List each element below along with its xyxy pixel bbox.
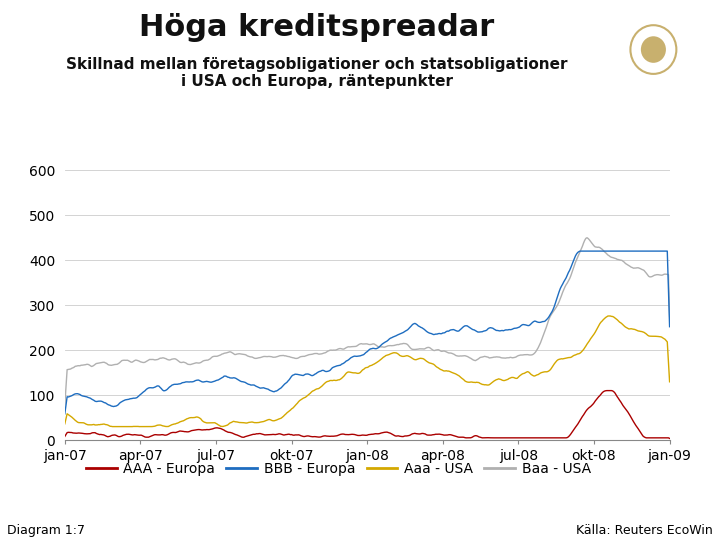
Text: SVERIGES: SVERIGES bbox=[632, 86, 675, 95]
Legend: AAA - Europa, BBB - Europa, Aaa - USA, Baa - USA: AAA - Europa, BBB - Europa, Aaa - USA, B… bbox=[81, 457, 596, 482]
Text: Diagram 1:7: Diagram 1:7 bbox=[7, 524, 85, 537]
Circle shape bbox=[641, 36, 666, 63]
Text: Skillnad mellan företagsobligationer och statsobligationer
i USA och Europa, rän: Skillnad mellan företagsobligationer och… bbox=[66, 57, 567, 89]
Text: Källa: Reuters EcoWin: Källa: Reuters EcoWin bbox=[576, 524, 713, 537]
Text: Höga kreditspreadar: Höga kreditspreadar bbox=[139, 14, 495, 43]
Text: RIKSBANK: RIKSBANK bbox=[631, 98, 675, 107]
